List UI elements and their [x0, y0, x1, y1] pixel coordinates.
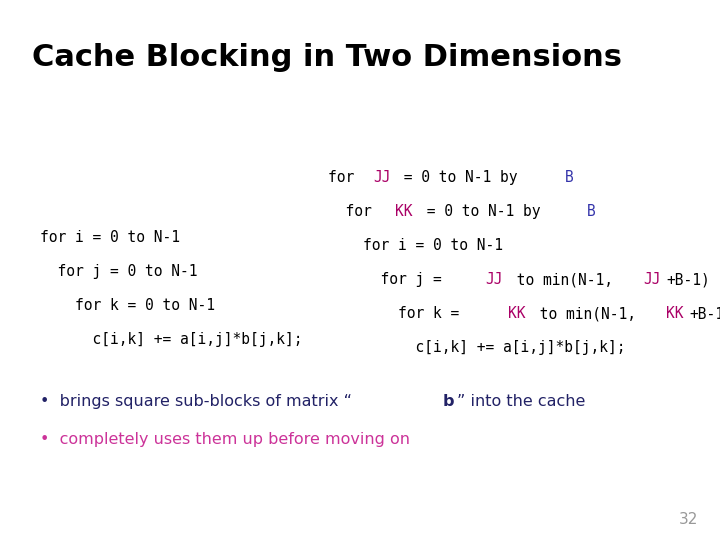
Text: JJ: JJ	[486, 272, 503, 287]
Text: 32: 32	[679, 511, 698, 526]
Text: for j =: for j =	[328, 272, 450, 287]
Text: c[i,k] += a[i,j]*b[j,k];: c[i,k] += a[i,j]*b[j,k];	[40, 332, 302, 347]
Text: for k =: for k =	[328, 306, 467, 321]
Text: for: for	[328, 170, 363, 185]
Text: b: b	[442, 394, 454, 409]
Text: +B-1): +B-1)	[666, 272, 710, 287]
Text: B: B	[564, 170, 573, 185]
Text: c[i,k] += a[i,j]*b[j,k];: c[i,k] += a[i,j]*b[j,k];	[328, 340, 625, 355]
Text: ” into the cache: ” into the cache	[457, 394, 585, 409]
Text: to min(N-1,: to min(N-1,	[508, 272, 613, 287]
Text: KK: KK	[395, 204, 413, 219]
Text: JJ: JJ	[644, 272, 661, 287]
Text: •  completely uses them up before moving on: • completely uses them up before moving …	[40, 432, 410, 447]
Text: B: B	[588, 204, 596, 219]
Text: •  brings square sub-blocks of matrix “: • brings square sub-blocks of matrix “	[40, 394, 351, 409]
Text: for k = 0 to N-1: for k = 0 to N-1	[40, 298, 215, 313]
Text: JJ: JJ	[373, 170, 390, 185]
Text: KK: KK	[508, 306, 526, 321]
Text: KK: KK	[666, 306, 684, 321]
Text: for i = 0 to N-1: for i = 0 to N-1	[328, 238, 503, 253]
Text: for: for	[328, 204, 380, 219]
Text: +B-1): +B-1)	[689, 306, 720, 321]
Text: to min(N-1,: to min(N-1,	[531, 306, 636, 321]
Text: for j = 0 to N-1: for j = 0 to N-1	[40, 264, 197, 279]
Text: = 0 to N-1 by: = 0 to N-1 by	[418, 204, 549, 219]
Text: = 0 to N-1 by: = 0 to N-1 by	[395, 170, 526, 185]
Text: for i = 0 to N-1: for i = 0 to N-1	[40, 230, 179, 245]
Text: Cache Blocking in Two Dimensions: Cache Blocking in Two Dimensions	[32, 43, 622, 72]
